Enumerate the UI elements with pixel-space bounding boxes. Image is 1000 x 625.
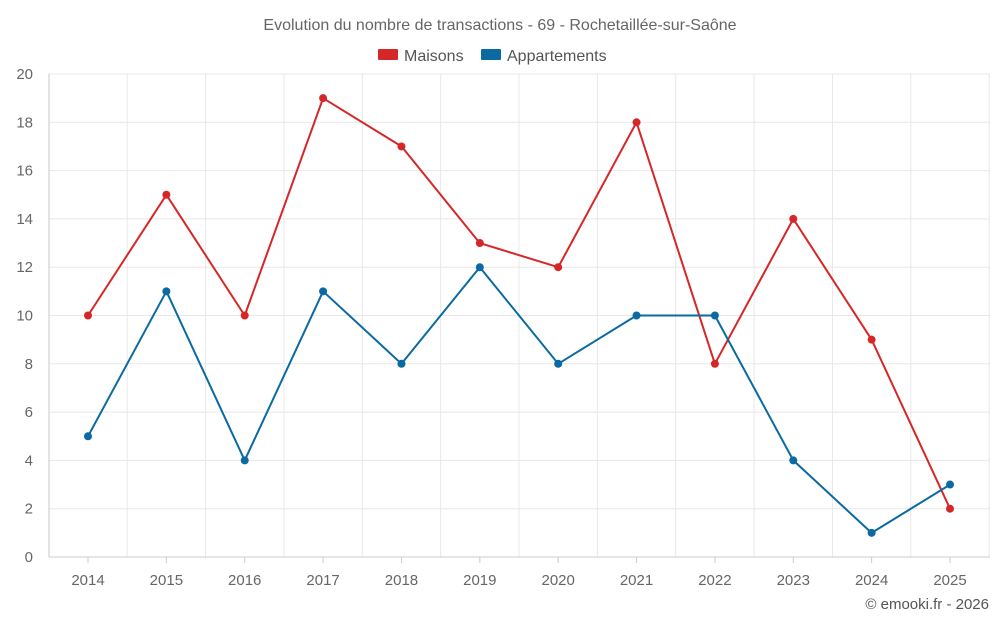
y-tick-label-6: 6 bbox=[25, 404, 33, 421]
point-maisons-2018[interactable] bbox=[397, 142, 406, 151]
point-maisons-2017[interactable] bbox=[319, 94, 328, 103]
point-appartements-2024[interactable] bbox=[867, 528, 876, 537]
x-tick-label-2014: 2014 bbox=[71, 572, 104, 589]
x-tick-label-2019: 2019 bbox=[463, 572, 496, 589]
y-tick-label-18: 18 bbox=[16, 114, 33, 131]
point-appartements-2015[interactable] bbox=[162, 287, 171, 296]
legend-label-appartements[interactable]: Appartements bbox=[507, 48, 607, 65]
point-maisons-2016[interactable] bbox=[240, 311, 249, 320]
point-maisons-2023[interactable] bbox=[789, 214, 798, 223]
y-tick-label-2: 2 bbox=[25, 501, 33, 518]
y-tick-label-4: 4 bbox=[25, 452, 33, 469]
series-line-maisons bbox=[87, 97, 951, 510]
point-maisons-2020[interactable] bbox=[554, 263, 563, 272]
x-tick-label-2021: 2021 bbox=[620, 572, 653, 589]
series-layer bbox=[84, 94, 954, 537]
series-line-appartements bbox=[87, 266, 951, 534]
point-appartements-2017[interactable] bbox=[319, 287, 328, 296]
y-tick-label-16: 16 bbox=[16, 163, 33, 180]
point-appartements-2025[interactable] bbox=[946, 480, 954, 489]
x-axis: 2014 2015 2016 2017 2018 2019 2020 2021 2022 2023… bbox=[49, 556, 990, 589]
x-tick-label-2015: 2015 bbox=[150, 572, 183, 589]
point-maisons-2021[interactable] bbox=[632, 118, 641, 127]
point-maisons-2015[interactable] bbox=[162, 190, 171, 199]
y-tick-label-0: 0 bbox=[25, 549, 33, 566]
point-maisons-2014[interactable] bbox=[84, 311, 92, 320]
point-appartements-2022[interactable] bbox=[710, 311, 719, 320]
y-axis: 0 2 4 6 8 10 12 14 16 18 20 bbox=[16, 66, 50, 566]
series-appartements bbox=[84, 263, 954, 537]
x-tick-label-2024: 2024 bbox=[855, 572, 888, 589]
point-maisons-2022[interactable] bbox=[710, 359, 719, 368]
legend-swatch-maisons bbox=[378, 49, 398, 60]
point-appartements-2014[interactable] bbox=[84, 432, 92, 441]
legend: Maisons Appartements bbox=[378, 48, 607, 65]
x-tick-label-2022: 2022 bbox=[698, 572, 731, 589]
point-appartements-2021[interactable] bbox=[632, 311, 641, 320]
point-appartements-2023[interactable] bbox=[789, 456, 798, 465]
point-appartements-2018[interactable] bbox=[397, 359, 406, 368]
y-tick-label-8: 8 bbox=[25, 356, 33, 373]
x-tick-label-2020: 2020 bbox=[541, 572, 574, 589]
y-tick-label-12: 12 bbox=[16, 259, 33, 276]
y-tick-label-20: 20 bbox=[16, 66, 33, 83]
legend-label-maisons[interactable]: Maisons bbox=[404, 48, 464, 65]
x-tick-label-2017: 2017 bbox=[306, 572, 339, 589]
legend-swatch-appartements bbox=[481, 49, 501, 60]
point-maisons-2025[interactable] bbox=[946, 504, 954, 513]
point-maisons-2019[interactable] bbox=[475, 239, 484, 248]
point-appartements-2020[interactable] bbox=[554, 359, 563, 368]
x-tick-label-2025: 2025 bbox=[933, 572, 966, 589]
y-tick-label-10: 10 bbox=[16, 308, 33, 325]
point-maisons-2024[interactable] bbox=[867, 335, 876, 344]
chart-title: Evolution du nombre de transactions - 69… bbox=[263, 17, 736, 34]
x-tick-label-2023: 2023 bbox=[777, 572, 810, 589]
point-appartements-2019[interactable] bbox=[475, 263, 484, 272]
x-tick-label-2016: 2016 bbox=[228, 572, 261, 589]
point-appartements-2016[interactable] bbox=[240, 456, 249, 465]
credit-text: © emooki.fr - 2026 bbox=[865, 596, 989, 613]
x-tick-label-2018: 2018 bbox=[385, 572, 418, 589]
series-maisons bbox=[84, 94, 954, 513]
y-tick-label-14: 14 bbox=[16, 211, 33, 228]
